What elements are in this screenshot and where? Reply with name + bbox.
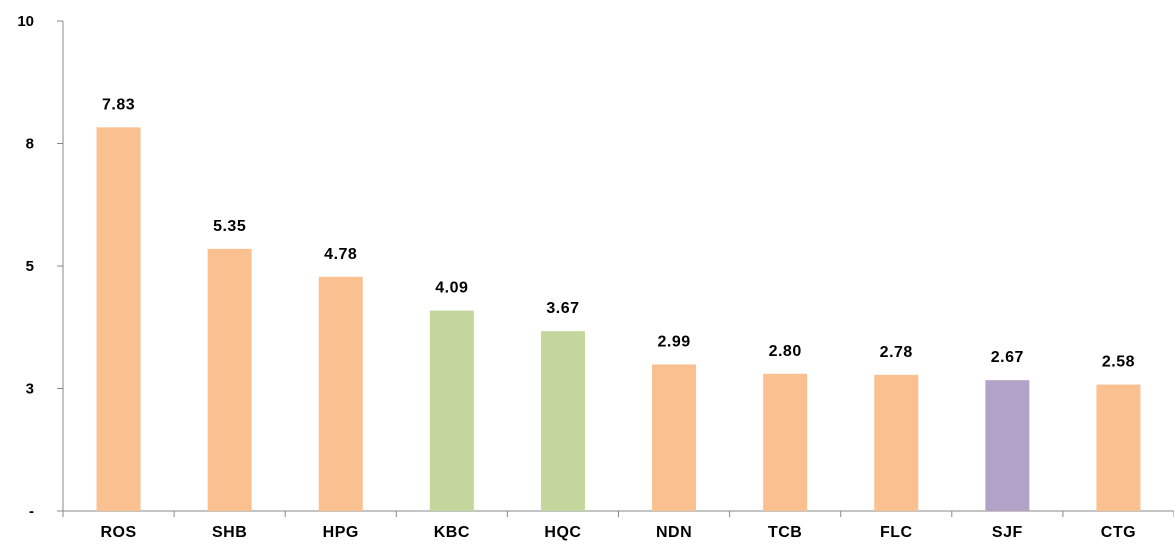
bar-ctg [1096,384,1141,511]
data-label-tcb: 2.80 [769,343,802,360]
x-tick-label-hpg: HPG [323,524,359,541]
x-tick-label-sjf: SJF [992,524,1023,541]
y-tick-label: - [29,503,34,520]
bar-ndn [652,364,697,511]
data-label-hpg: 4.78 [324,246,357,263]
data-label-ctg: 2.58 [1102,354,1135,371]
x-tick-label-kbc: KBC [434,524,470,541]
y-tick-label: 10 [17,13,34,30]
data-label-shb: 5.35 [213,218,246,235]
y-tick-label: 5 [26,258,34,275]
bar-hpg [318,276,363,511]
x-tick-label-hqc: HQC [544,524,581,541]
bar-sjf [985,380,1030,511]
y-axis: - 3 5 8 10 [17,13,64,520]
bar-kbc [429,310,474,511]
y-tick-label: 8 [26,136,34,153]
bar-hqc [540,331,585,511]
y-tick-label: 3 [26,381,34,398]
data-label-sjf: 2.67 [991,349,1024,366]
bars [96,127,1141,511]
x-tick-label-ros: ROS [100,524,136,541]
bar-shb [207,248,252,511]
x-tick-label-tcb: TCB [768,524,802,541]
x-tick-label-ndn: NDN [656,524,692,541]
x-axis: ROS SHB HPG KBC HQC NDN TCB FLC SJF CTG [62,510,1174,541]
x-tick-label-flc: FLC [880,524,913,541]
data-label-hqc: 3.67 [546,300,579,317]
bar-ros [96,127,141,511]
bar-flc [874,374,919,511]
x-tick-label-ctg: CTG [1101,524,1136,541]
data-label-flc: 2.78 [880,344,913,361]
data-labels: 7.83 5.35 4.78 4.09 3.67 2.99 2.80 2.78 2.67 2.58 [102,96,1135,370]
bar-tcb [763,373,808,511]
data-label-kbc: 4.09 [435,280,468,297]
data-label-ndn: 2.99 [657,333,690,350]
data-label-ros: 7.83 [102,96,135,113]
x-tick-label-shb: SHB [212,524,247,541]
